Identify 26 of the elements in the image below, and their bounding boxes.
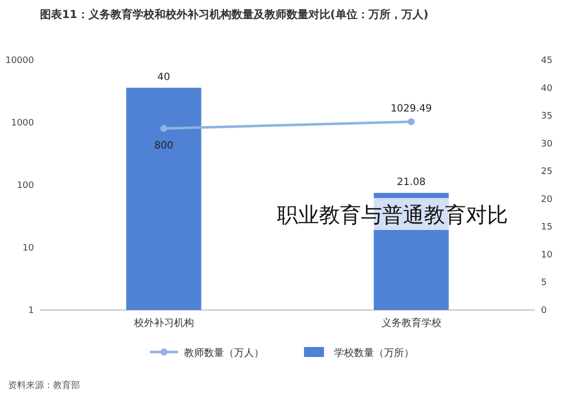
legend-label: 教师数量（万人） [184, 348, 264, 359]
y2-tick-label: 40 [541, 84, 553, 94]
x-tick-label: 义务教育学校 [381, 317, 442, 329]
y2-tick-label: 10 [541, 250, 553, 260]
y2-tick-label: 15 [541, 222, 552, 233]
legend-label: 学校数量（万所） [334, 347, 414, 359]
text: 资料来源：教育部 [8, 380, 80, 391]
y2-tick-label: 0 [541, 306, 547, 316]
y-tick-label: 1000 [11, 118, 34, 128]
data-label: 1029.49 [390, 104, 432, 115]
y-tick-label: 100 [16, 181, 34, 191]
y2-tick-label: 30 [541, 139, 553, 150]
y-tick-label: 1 [28, 306, 34, 316]
y2-tick-label: 45 [541, 56, 552, 66]
y2-tick-label: 35 [541, 112, 552, 122]
y-tick-label: 10000 [5, 56, 34, 66]
y2-tick-label: 20 [541, 194, 553, 205]
y2-tick-label: 5 [541, 278, 547, 288]
y2-tick-label: 25 [541, 167, 552, 178]
y-tick-label: 10 [22, 244, 34, 254]
annotation: 职业教育与普通教育对比 [277, 203, 508, 227]
chart-title: 图表11：义务教育学校和校外补习机构数量及教师数量对比(单位：万所，万人) [40, 8, 428, 21]
data-label: 40 [157, 72, 170, 83]
x-tick-label: 校外补习机构 [132, 317, 194, 329]
data-label: 800 [154, 140, 174, 152]
data-label: 21.08 [396, 176, 426, 188]
